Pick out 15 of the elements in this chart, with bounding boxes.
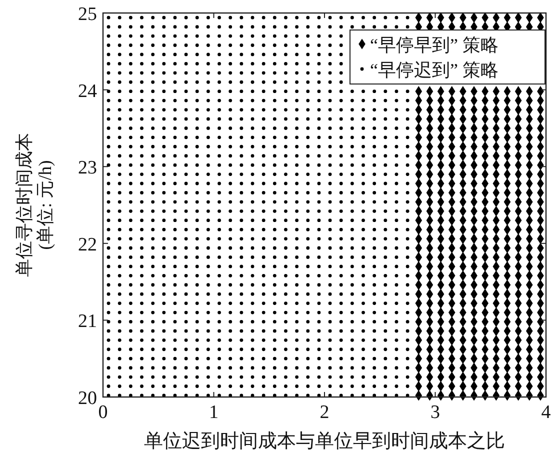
x-tick-label: 4 [541, 402, 552, 423]
y-axis-title: 单位寻位时间成本 (单位: 元/h) [14, 133, 55, 277]
y-tick-label: 21 [78, 311, 97, 332]
x-tick-label: 1 [209, 402, 218, 423]
legend-label: “早停迟到” 策略 [370, 60, 498, 80]
y-tick-label: 20 [78, 388, 97, 409]
x-axis-title: 单位迟到时间成本与单位早到时间成本之比 [144, 430, 505, 452]
x-tick-label: 3 [430, 402, 440, 423]
y-tick-label: 22 [78, 234, 97, 256]
legend-label: “早停早到” 策略 [370, 35, 498, 55]
x-tick-label: 0 [98, 402, 108, 423]
y-tick-label: 23 [78, 158, 97, 179]
y-tick-label: 24 [78, 80, 98, 102]
y-tick-label: 25 [78, 4, 97, 25]
x-tick-label: 2 [320, 402, 330, 423]
